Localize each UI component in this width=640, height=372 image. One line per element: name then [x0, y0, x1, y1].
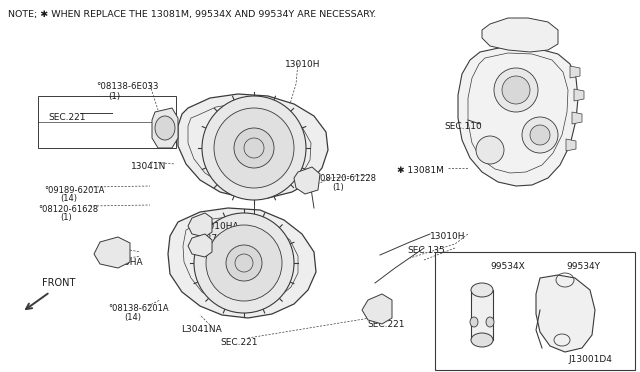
Polygon shape — [572, 112, 582, 124]
Polygon shape — [570, 66, 580, 78]
Text: SEC.110: SEC.110 — [444, 122, 482, 131]
Text: (1): (1) — [60, 213, 72, 222]
Polygon shape — [536, 275, 595, 352]
Ellipse shape — [486, 317, 494, 327]
Text: L3041NA: L3041NA — [181, 325, 221, 334]
Text: SEC.221: SEC.221 — [367, 320, 404, 329]
Text: 13010H: 13010H — [430, 232, 465, 241]
Polygon shape — [178, 94, 328, 198]
Ellipse shape — [226, 245, 262, 281]
Ellipse shape — [471, 283, 493, 297]
Text: SEC.135: SEC.135 — [407, 246, 445, 255]
Ellipse shape — [214, 108, 294, 188]
Text: °08138-6201A: °08138-6201A — [108, 304, 168, 313]
Bar — [38, 96, 176, 148]
Polygon shape — [566, 139, 576, 151]
Text: J13001D4: J13001D4 — [568, 355, 612, 364]
Text: FRONT: FRONT — [42, 278, 76, 288]
Ellipse shape — [471, 333, 493, 347]
Polygon shape — [168, 208, 316, 318]
Text: 23796: 23796 — [200, 234, 228, 243]
Text: 13010HA: 13010HA — [102, 258, 143, 267]
Text: SEC.221: SEC.221 — [48, 113, 86, 122]
Text: °08138-6E033: °08138-6E033 — [96, 82, 159, 91]
Text: °09189-6201A: °09189-6201A — [44, 186, 104, 195]
Ellipse shape — [502, 76, 530, 104]
Text: 13010HA: 13010HA — [198, 222, 239, 231]
Ellipse shape — [155, 116, 175, 140]
Ellipse shape — [234, 128, 274, 168]
Text: (14): (14) — [124, 313, 141, 322]
Text: (1): (1) — [332, 183, 344, 192]
Text: °08120-61628: °08120-61628 — [38, 205, 98, 214]
Text: 23796: 23796 — [102, 248, 131, 257]
Ellipse shape — [530, 125, 550, 145]
Ellipse shape — [522, 117, 558, 153]
Polygon shape — [362, 294, 392, 324]
Bar — [435, 252, 635, 370]
Ellipse shape — [206, 225, 282, 301]
Text: 13041N: 13041N — [131, 162, 166, 171]
Polygon shape — [458, 46, 578, 186]
Ellipse shape — [494, 68, 538, 112]
Polygon shape — [152, 108, 178, 148]
Ellipse shape — [194, 213, 294, 313]
Polygon shape — [188, 213, 212, 237]
Polygon shape — [471, 290, 493, 340]
Polygon shape — [94, 237, 130, 268]
Text: 13010H: 13010H — [285, 60, 321, 69]
Polygon shape — [482, 18, 558, 52]
Text: (14): (14) — [60, 194, 77, 203]
Polygon shape — [574, 89, 584, 101]
Polygon shape — [294, 167, 320, 194]
Text: °08120-61228: °08120-61228 — [316, 174, 376, 183]
Ellipse shape — [476, 136, 504, 164]
Text: 99534X: 99534X — [490, 262, 525, 271]
Text: ✱ 13081M: ✱ 13081M — [397, 166, 444, 175]
Text: 99534Y: 99534Y — [566, 262, 600, 271]
Ellipse shape — [470, 317, 478, 327]
Ellipse shape — [202, 96, 306, 200]
Polygon shape — [188, 234, 212, 257]
Text: NOTE; ✱ WHEN REPLACE THE 13081M, 99534X AND 99534Y ARE NECESSARY.: NOTE; ✱ WHEN REPLACE THE 13081M, 99534X … — [8, 10, 376, 19]
Text: (1): (1) — [108, 92, 120, 101]
Text: SEC.221: SEC.221 — [220, 338, 257, 347]
